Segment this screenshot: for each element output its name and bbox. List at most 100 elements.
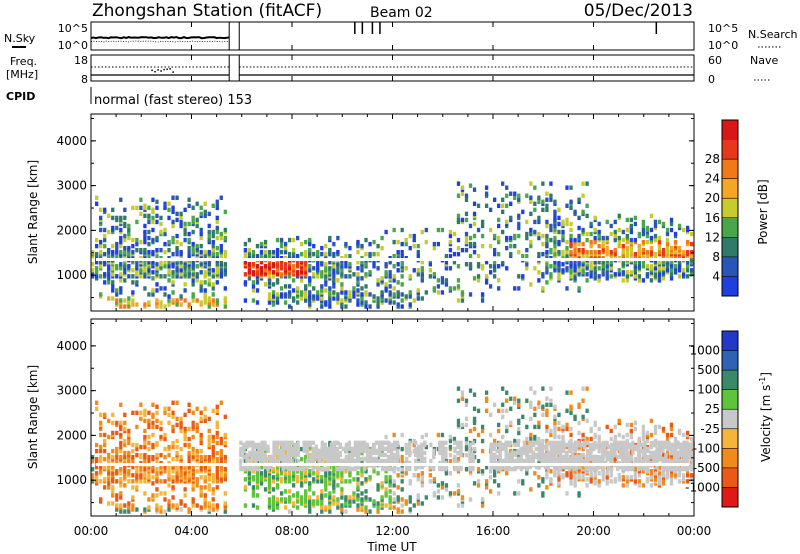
power-ylabel: Slant Range [km] <box>26 160 40 264</box>
velocity-cell <box>525 471 529 476</box>
nsearch-tick-top: 10^5 <box>708 22 738 35</box>
power-cell <box>195 272 199 277</box>
velocity-cell <box>107 485 111 490</box>
power-cell <box>376 266 380 271</box>
power-cell <box>689 249 694 255</box>
power-cell <box>175 239 179 245</box>
power-cell <box>223 235 227 241</box>
power-cell <box>143 213 147 219</box>
velocity-cell <box>534 440 539 446</box>
power-cell <box>629 237 633 243</box>
velocity-cell <box>573 481 577 486</box>
velocity-cell <box>175 438 179 444</box>
power-cell <box>589 249 593 255</box>
power-cell <box>629 229 633 235</box>
velocity-cell <box>302 440 306 446</box>
power-cell <box>191 219 195 225</box>
power-cell <box>287 274 292 279</box>
power-cell <box>324 282 328 287</box>
power-cell <box>440 227 445 233</box>
power-cell <box>219 231 223 237</box>
y-tick-label: 4000 <box>56 134 87 148</box>
power-cell <box>103 207 107 213</box>
power-cell <box>243 241 248 247</box>
velocity-cell <box>287 509 292 514</box>
velocity-cell <box>459 440 463 446</box>
power-cell <box>215 298 219 303</box>
velocity-cell <box>127 469 131 474</box>
velocity-cell <box>284 440 288 446</box>
power-cell <box>304 290 308 295</box>
power-cell <box>597 229 601 235</box>
velocity-cell <box>400 487 404 492</box>
velocity-cell <box>314 464 318 470</box>
power-cell <box>376 243 380 249</box>
power-cell <box>159 304 163 309</box>
power-cell <box>324 262 328 267</box>
velocity-cell <box>601 464 605 470</box>
velocity-cell <box>131 454 135 460</box>
power-cell <box>356 302 360 307</box>
power-cell <box>135 302 139 307</box>
velocity-cell <box>555 456 560 462</box>
velocity-cell <box>320 440 324 446</box>
velocity-cell <box>522 450 526 456</box>
power-cell <box>585 253 589 259</box>
power-cell <box>275 300 280 305</box>
power-cell <box>513 243 517 249</box>
power-cell <box>103 280 107 285</box>
velocity-cell <box>183 426 187 432</box>
power-cell <box>191 260 195 265</box>
velocity-cell <box>111 493 115 498</box>
velocity-cell <box>570 452 575 458</box>
velocity-cell <box>537 424 541 430</box>
velocity-cell <box>565 444 569 450</box>
velocity-cell <box>287 444 291 450</box>
power-cell <box>308 237 312 243</box>
power-cell <box>629 217 633 223</box>
power-cell <box>255 300 260 305</box>
velocity-cell <box>546 466 551 472</box>
velocity-cell <box>441 460 445 466</box>
velocity-cell <box>552 454 557 460</box>
velocity-cell <box>275 469 280 474</box>
velocity-cell <box>528 446 532 452</box>
power-cell <box>219 253 223 259</box>
power-cell <box>468 235 473 241</box>
mode-text: normal (fast stereo) 153 <box>94 93 252 108</box>
velocity-cell <box>573 446 578 452</box>
velocity-cell <box>570 446 575 452</box>
velocity-cell <box>305 440 309 446</box>
power-cell <box>171 280 175 285</box>
velocity-cell <box>643 440 647 446</box>
power-cell <box>617 272 621 277</box>
power-cell <box>127 300 131 305</box>
velocity-cell <box>293 466 297 472</box>
velocity-cell <box>633 420 637 426</box>
nave-tick-bottom: 0 <box>708 73 715 86</box>
velocity-cell <box>585 464 590 470</box>
velocity-cell <box>275 458 279 464</box>
power-cell <box>316 249 320 255</box>
velocity-cell <box>569 426 573 432</box>
velocity-cell <box>223 432 227 438</box>
power-cell <box>332 278 336 283</box>
velocity-cell <box>393 456 397 462</box>
power-cell <box>553 199 557 204</box>
power-cell <box>557 239 561 245</box>
velocity-cell <box>151 442 155 448</box>
velocity-cell <box>223 440 227 446</box>
power-cell <box>480 233 485 239</box>
power-cell <box>151 207 155 213</box>
velocity-cell <box>555 466 560 472</box>
velocity-cell <box>573 448 577 454</box>
power-cell <box>223 268 227 273</box>
power-cell <box>573 243 577 249</box>
power-cell <box>460 217 465 223</box>
velocity-heatmap-cells <box>91 386 695 514</box>
velocity-cell <box>215 467 219 472</box>
velocity-cell <box>392 497 396 502</box>
velocity-cell <box>621 448 625 454</box>
power-cell <box>541 233 545 239</box>
power-cell <box>179 249 183 255</box>
